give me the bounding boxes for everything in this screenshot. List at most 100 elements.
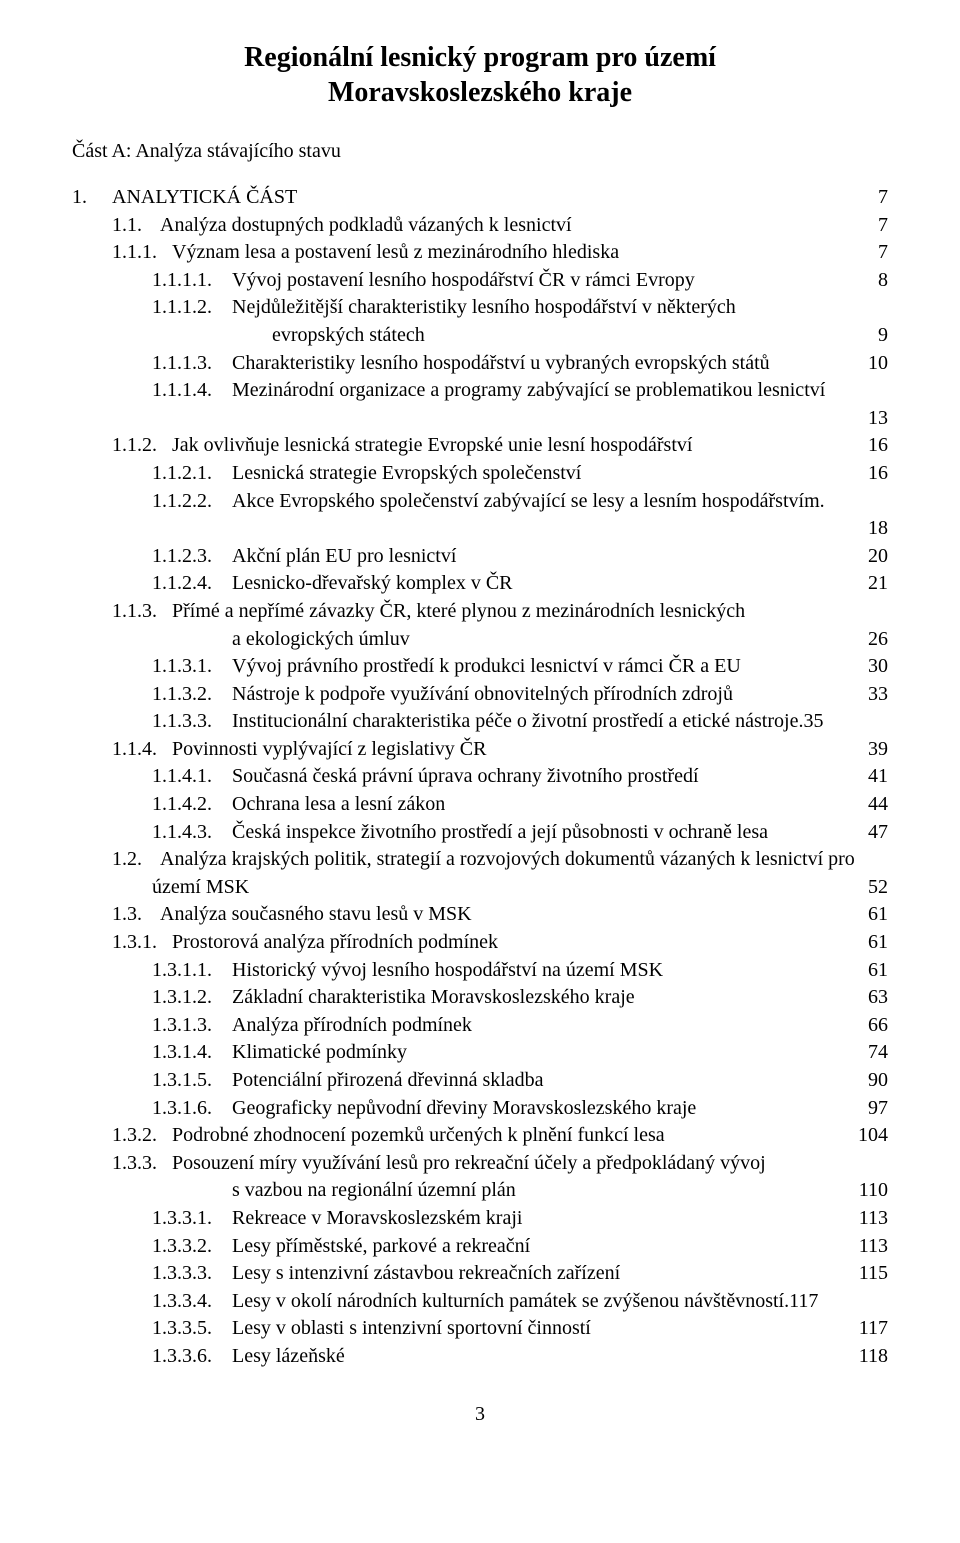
toc-number: 1.1.3.3.	[152, 708, 232, 736]
toc-entry: 1.2.Analýza krajských politik, strategií…	[72, 846, 888, 874]
toc-entry: 1.3.1.2.Základní charakteristika Moravsk…	[72, 984, 888, 1012]
toc-text: a ekologických úmluv	[232, 626, 410, 654]
toc-page: 39	[864, 736, 888, 764]
toc-number: 1.3.3.	[112, 1150, 172, 1178]
toc-entry: 1.ANALYTICKÁ ČÁST7	[72, 184, 888, 212]
toc-page: 61	[864, 929, 888, 957]
toc-page: 20	[864, 543, 888, 571]
toc-number: 1.1.4.1.	[152, 763, 232, 791]
table-of-contents: 1.ANALYTICKÁ ČÁST71.1.Analýza dostupných…	[72, 184, 888, 1371]
toc-entry: 1.1.1.1.Vývoj postavení lesního hospodář…	[72, 267, 888, 295]
toc-page: .35	[798, 708, 823, 736]
toc-page: 110	[855, 1177, 888, 1205]
toc-number: 1.1.2.2.	[152, 488, 232, 516]
title-line1: Regionální lesnický program pro území	[244, 42, 716, 73]
toc-number: 1.3.1.	[112, 929, 172, 957]
toc-page: 63	[864, 984, 888, 1012]
toc-entry: 1.3.2.Podrobné zhodnocení pozemků určený…	[72, 1122, 888, 1150]
toc-page: 7	[874, 212, 888, 240]
toc-entry: 1.1.3.1.Vývoj právního prostředí k produ…	[72, 653, 888, 681]
toc-text: Rekreace v Moravskoslezském kraji	[232, 1205, 522, 1233]
toc-number: 1.1.1.3.	[152, 350, 232, 378]
toc-entry: 1.3.1.4.Klimatické podmínky74	[72, 1039, 888, 1067]
toc-page: 21	[864, 570, 888, 598]
toc-entry: 1.1.1.4.Mezinárodní organizace a program…	[72, 377, 888, 405]
toc-page: 7	[874, 184, 888, 212]
doc-title: Regionální lesnický program pro území Mo…	[72, 40, 888, 110]
toc-page: 113	[855, 1233, 888, 1261]
toc-entry: 1.3.3.2.Lesy příměstské, parkové a rekre…	[72, 1233, 888, 1261]
toc-text: Potenciální přirozená dřevinná skladba	[232, 1067, 544, 1095]
toc-entry: 1.1.3.Přímé a nepřímé závazky ČR, které …	[72, 598, 888, 626]
toc-text: Podrobné zhodnocení pozemků určených k p…	[172, 1122, 665, 1150]
toc-text: Lesy v okolí národních kulturních památe…	[232, 1288, 784, 1316]
toc-text: Analýza krajských politik, strategií a r…	[160, 846, 855, 874]
toc-text: s vazbou na regionální územní plán	[232, 1177, 516, 1205]
toc-number: 1.1.4.	[112, 736, 172, 764]
toc-text: Analýza přírodních podmínek	[232, 1012, 472, 1040]
toc-text: ANALYTICKÁ ČÁST	[112, 184, 297, 212]
toc-text: Akční plán EU pro lesnictví	[232, 543, 456, 571]
toc-number: 1.1.4.3.	[152, 819, 232, 847]
toc-entry: 1.3.3.6.Lesy lázeňské118	[72, 1343, 888, 1371]
toc-entry: 1.1.1.Význam lesa a postavení lesů z mez…	[72, 239, 888, 267]
toc-text: Základní charakteristika Moravskoslezské…	[232, 984, 635, 1012]
toc-entry: 1.3.1.1.Historický vývoj lesního hospodá…	[72, 957, 888, 985]
toc-entry: 1.3.3.1.Rekreace v Moravskoslezském kraj…	[72, 1205, 888, 1233]
toc-page: 113	[855, 1205, 888, 1233]
toc-entry: a ekologických úmluv 26	[72, 626, 888, 654]
toc-number: 1.3.1.1.	[152, 957, 232, 985]
toc-page: 16	[864, 432, 888, 460]
toc-entry: 1.1.1.3.Charakteristiky lesního hospodář…	[72, 350, 888, 378]
toc-text: Lesnicko-dřevařský komplex v ČR	[232, 570, 513, 598]
toc-page: 26	[864, 626, 888, 654]
title-line2: Moravskoslezského kraje	[328, 77, 632, 108]
toc-text: Historický vývoj lesního hospodářství na…	[232, 957, 663, 985]
toc-entry: 1.1.4.1.Současná česká právní úprava och…	[72, 763, 888, 791]
toc-page: 33	[864, 681, 888, 709]
toc-entry: 1.3.1.Prostorová analýza přírodních podm…	[72, 929, 888, 957]
toc-entry: 1.1.4.2.Ochrana lesa a lesní zákon44	[72, 791, 888, 819]
toc-page: 7	[874, 239, 888, 267]
toc-entry: 1.1.3.2.Nástroje k podpoře využívání obn…	[72, 681, 888, 709]
toc-entry: 1.3.1.3.Analýza přírodních podmínek66	[72, 1012, 888, 1040]
toc-page: 16	[864, 460, 888, 488]
toc-page: 61	[864, 901, 888, 929]
toc-text: evropských státech	[272, 322, 425, 350]
toc-text: Geograficky nepůvodní dřeviny Moravskosl…	[232, 1095, 696, 1123]
toc-page: 118	[855, 1343, 888, 1371]
toc-page: 61	[864, 957, 888, 985]
toc-number: 1.3.2.	[112, 1122, 172, 1150]
toc-page: 8	[874, 267, 888, 295]
doc-subtitle: Část A: Analýza stávajícího stavu	[72, 138, 888, 164]
toc-entry: 1.3.1.6.Geograficky nepůvodní dřeviny Mo…	[72, 1095, 888, 1123]
toc-page: 44	[864, 791, 888, 819]
toc-page: 47	[864, 819, 888, 847]
toc-text: Lesy příměstské, parkové a rekreační	[232, 1233, 530, 1261]
toc-number: 1.3.1.4.	[152, 1039, 232, 1067]
toc-number: 1.1.3.	[112, 598, 172, 626]
toc-text: Lesnická strategie Evropských společenst…	[232, 460, 581, 488]
toc-number: 1.3.3.3.	[152, 1260, 232, 1288]
toc-text: Význam lesa a postavení lesů z mezinárod…	[172, 239, 619, 267]
toc-text: Jak ovlivňuje lesnická strategie Evropsk…	[172, 432, 692, 460]
toc-entry: 1.1.2.1.Lesnická strategie Evropských sp…	[72, 460, 888, 488]
toc-number: 1.3.3.6.	[152, 1343, 232, 1371]
toc-entry: 1.3.3.4.Lesy v okolí národních kulturníc…	[72, 1288, 888, 1316]
toc-entry: 1.1.1.2.Nejdůležitější charakteristiky l…	[72, 294, 888, 322]
toc-entry: 1.1.2.4.Lesnicko-dřevařský komplex v ČR2…	[72, 570, 888, 598]
toc-text: Vývoj právního prostředí k produkci lesn…	[232, 653, 741, 681]
toc-text: Lesy v oblasti s intenzivní sportovní či…	[232, 1315, 591, 1343]
toc-number: 1.1.1.4.	[152, 377, 232, 405]
toc-page: .117	[784, 1288, 818, 1316]
toc-text: Přímé a nepřímé závazky ČR, které plynou…	[172, 598, 745, 626]
toc-text: Současná česká právní úprava ochrany živ…	[232, 763, 699, 791]
toc-text: Lesy s intenzivní zástavbou rekreačních …	[232, 1260, 620, 1288]
toc-entry: 1.1.2.3.Akční plán EU pro lesnictví20	[72, 543, 888, 571]
toc-entry: 1.1.2.Jak ovlivňuje lesnická strategie E…	[72, 432, 888, 460]
toc-page: 18	[864, 515, 888, 543]
page-number: 3	[72, 1403, 888, 1426]
toc-entry: 1.3.3.Posouzení míry využívání lesů pro …	[72, 1150, 888, 1178]
toc-text: Mezinárodní organizace a programy zabýva…	[232, 377, 825, 405]
toc-page: 104	[854, 1122, 888, 1150]
